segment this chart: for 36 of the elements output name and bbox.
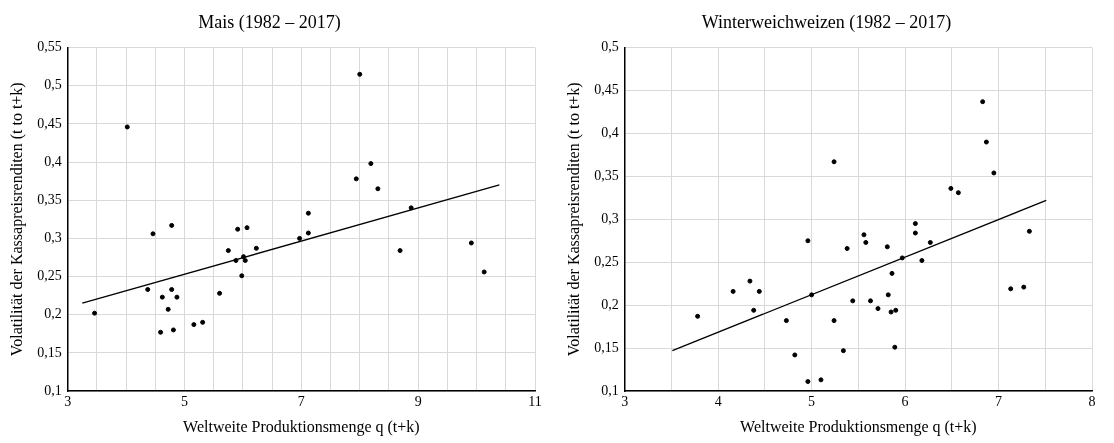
chart-title: Mais (1982 – 2017) bbox=[198, 11, 341, 33]
chart-title: Winterweichweizen (1982 – 2017) bbox=[701, 11, 952, 33]
y-tick-label: 0,55 bbox=[37, 39, 62, 55]
y-tick-label: 0,3 bbox=[44, 230, 62, 246]
y-tick-label: 0,2 bbox=[44, 306, 62, 322]
y-tick-label: 0,3 bbox=[601, 210, 619, 226]
y-tick-label: 0,15 bbox=[594, 339, 619, 355]
x-tick-label: 3 bbox=[621, 394, 629, 410]
x-tick-label: 8 bbox=[1088, 394, 1096, 410]
y-tick-label: 0,5 bbox=[601, 39, 619, 55]
x-axis-title: Weltweite Produktionsmenge q (t+k) bbox=[740, 417, 977, 436]
x-tick-label: 5 bbox=[808, 394, 816, 410]
y-tick-label: 0,35 bbox=[594, 168, 619, 184]
y-tick-label: 0,2 bbox=[601, 296, 619, 312]
x-tick-label: 4 bbox=[714, 394, 722, 410]
x-tick-label: 7 bbox=[297, 394, 305, 410]
x-tick-label: 3 bbox=[64, 394, 72, 410]
y-tick-label: 0,5 bbox=[44, 77, 62, 93]
y-tick-label: 0,1 bbox=[44, 382, 62, 398]
x-tick-label: 5 bbox=[181, 394, 189, 410]
y-tick-label: 0,45 bbox=[594, 82, 619, 98]
y-tick-label: 0,15 bbox=[37, 344, 62, 360]
x-tick-label: 6 bbox=[901, 394, 909, 410]
y-tick-label: 0,25 bbox=[594, 253, 619, 269]
x-tick-label: 7 bbox=[995, 394, 1003, 410]
x-tick-label: 9 bbox=[414, 394, 422, 410]
y-tick-label: 0,35 bbox=[37, 191, 62, 207]
y-tick-label: 0,4 bbox=[44, 153, 62, 169]
y-axis-title: Volatilität der Kassapreisrenditen (t to t+k) bbox=[7, 82, 26, 357]
y-tick-label: 0,45 bbox=[37, 115, 62, 131]
y-tick-label: 0,4 bbox=[601, 125, 619, 141]
x-axis-title: Weltweite Produktionsmenge q (t+k) bbox=[183, 417, 420, 436]
x-tick-label: 11 bbox=[528, 394, 542, 410]
y-tick-label: 0,25 bbox=[37, 268, 62, 284]
y-tick-label: 0,1 bbox=[601, 382, 619, 398]
y-axis-title: Volatilität der Kassapreisrenditen (t to t+k) bbox=[564, 82, 583, 357]
